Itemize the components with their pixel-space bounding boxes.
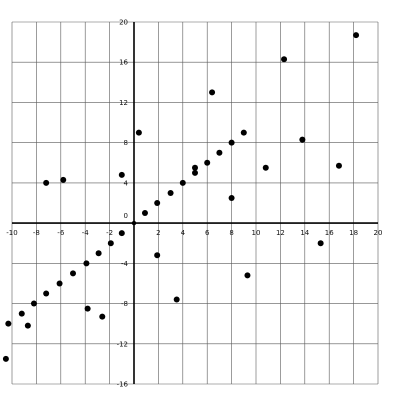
data-point [240,129,247,136]
x-tick-label: 12 [276,229,285,237]
data-point [154,252,161,259]
data-point [173,296,180,303]
data-point [43,179,50,186]
data-point [43,290,50,297]
y-tick-label: -8 [121,300,128,308]
y-tick-label: 4 [124,179,129,187]
y-tick-label: 16 [119,59,128,67]
data-point [228,139,235,146]
data-point [135,129,142,136]
data-point [118,171,125,178]
x-tick-label: 18 [349,229,358,237]
data-point [118,230,125,237]
x-tick-label: 2 [156,229,160,237]
data-point [204,159,211,166]
y-tick-label: 0 [124,212,128,220]
y-tick-label: 20 [119,19,128,27]
x-tick-label: -6 [57,229,65,237]
data-point [83,260,90,267]
y-tick-label: -12 [117,340,128,348]
x-tick-label: 8 [229,229,233,237]
x-tick-label: 6 [205,229,210,237]
x-tick-label: 20 [374,229,383,237]
data-point [99,313,106,320]
data-point [299,136,306,143]
data-point [95,250,102,257]
data-point [2,355,9,362]
x-tick-label: -2 [106,229,113,237]
data-point [262,164,269,171]
y-tick-label: -4 [121,260,129,268]
data-point [244,272,251,279]
data-point [56,280,63,287]
data-point [209,89,216,96]
data-point [179,179,186,186]
grid [11,21,379,385]
data-point [30,300,37,307]
data-point [70,270,76,277]
data-point [192,169,198,176]
data-point [107,240,114,247]
origin-point [131,220,137,226]
y-tick-label: -16 [117,381,129,389]
data-point [281,56,288,63]
x-tick-label: 14 [300,229,309,237]
data-point [192,164,198,171]
data-point [5,320,12,327]
data-point [335,162,342,169]
data-point [18,310,25,317]
x-tick-label: -4 [82,229,90,237]
y-tick-label: 8 [124,139,128,147]
x-tick-label: 10 [252,229,261,237]
data-points [2,32,360,362]
x-tick-label: 4 [181,229,186,237]
data-point [84,305,91,312]
data-point [141,210,148,217]
data-point [317,240,324,247]
data-point [24,322,31,329]
data-point [216,149,223,156]
x-tick-label: -8 [33,229,40,237]
x-tick-label: 16 [325,229,334,237]
y-tick-label: 12 [119,99,128,107]
data-point [60,176,67,183]
data-point [228,194,235,201]
data-point [353,32,360,39]
data-point [167,189,174,196]
data-point [154,200,161,206]
x-tick-label: -10 [6,229,17,237]
